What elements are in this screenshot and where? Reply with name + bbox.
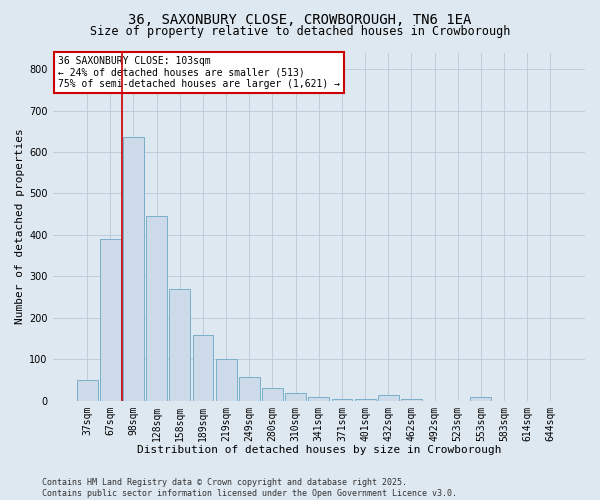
Bar	[332, 398, 352, 400]
Bar	[123, 138, 144, 400]
Bar	[193, 335, 214, 400]
Bar	[239, 377, 260, 400]
Text: 36 SAXONBURY CLOSE: 103sqm
← 24% of detached houses are smaller (513)
75% of sem: 36 SAXONBURY CLOSE: 103sqm ← 24% of deta…	[58, 56, 340, 89]
Bar	[378, 396, 398, 400]
Bar	[470, 398, 491, 400]
Bar	[262, 388, 283, 400]
Bar	[100, 239, 121, 400]
Text: 36, SAXONBURY CLOSE, CROWBOROUGH, TN6 1EA: 36, SAXONBURY CLOSE, CROWBOROUGH, TN6 1E…	[128, 12, 472, 26]
Bar	[308, 398, 329, 400]
Text: Contains HM Land Registry data © Crown copyright and database right 2025.
Contai: Contains HM Land Registry data © Crown c…	[42, 478, 457, 498]
Bar	[169, 289, 190, 401]
Bar	[215, 360, 236, 401]
Bar	[355, 398, 376, 400]
Bar	[77, 380, 98, 400]
Bar	[146, 216, 167, 400]
Text: Size of property relative to detached houses in Crowborough: Size of property relative to detached ho…	[90, 25, 510, 38]
X-axis label: Distribution of detached houses by size in Crowborough: Distribution of detached houses by size …	[137, 445, 501, 455]
Bar	[285, 394, 306, 400]
Y-axis label: Number of detached properties: Number of detached properties	[15, 128, 25, 324]
Bar	[401, 398, 422, 400]
